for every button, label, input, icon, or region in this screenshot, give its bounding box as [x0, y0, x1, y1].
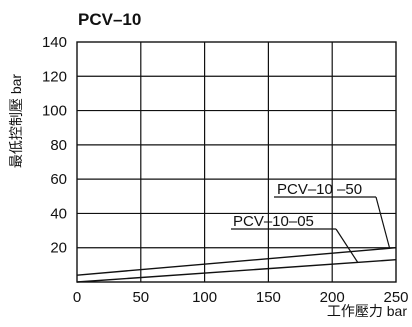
- y-tick-label-20: 20: [50, 240, 67, 257]
- y-tick-labels: 20 40 60 80 100 120 140: [42, 34, 67, 257]
- plot-frame: [76, 41, 397, 283]
- y-tick-label-80: 80: [50, 137, 67, 154]
- series-label-leader-2: [335, 228, 359, 263]
- x-tick-label-250: 250: [383, 289, 408, 306]
- series-annotations: PCV–10 –50 PCV–10–05: [231, 181, 391, 263]
- series-lines: [76, 247, 397, 283]
- y-axis-label: 最低控制壓 bar: [8, 74, 24, 168]
- x-tick-label-200: 200: [320, 289, 345, 306]
- x-tick-label-150: 150: [256, 289, 281, 306]
- x-axis-label: 工作壓力 bar: [327, 303, 407, 319]
- series-label-1: PCV–10 –50: [277, 181, 362, 198]
- y-tick-label-100: 100: [42, 103, 67, 120]
- series-label-2: PCV–10–05: [233, 213, 314, 230]
- y-tick-label-120: 120: [42, 68, 67, 85]
- x-tick-label-100: 100: [192, 289, 217, 306]
- series-label-leader-1: [375, 196, 391, 249]
- x-tick-labels: 0 50 100 150 200 250: [73, 289, 409, 306]
- series-line-2: [76, 259, 397, 283]
- y-tick-label-60: 60: [50, 171, 67, 188]
- x-tick-label-0: 0: [73, 289, 81, 306]
- grid-lines: [77, 42, 396, 282]
- series-line-1: [76, 247, 397, 276]
- y-tick-label-140: 140: [42, 34, 67, 51]
- y-tick-label-40: 40: [50, 205, 67, 222]
- x-tick-label-50: 50: [132, 289, 149, 306]
- chart-title: PCV–10: [78, 10, 141, 29]
